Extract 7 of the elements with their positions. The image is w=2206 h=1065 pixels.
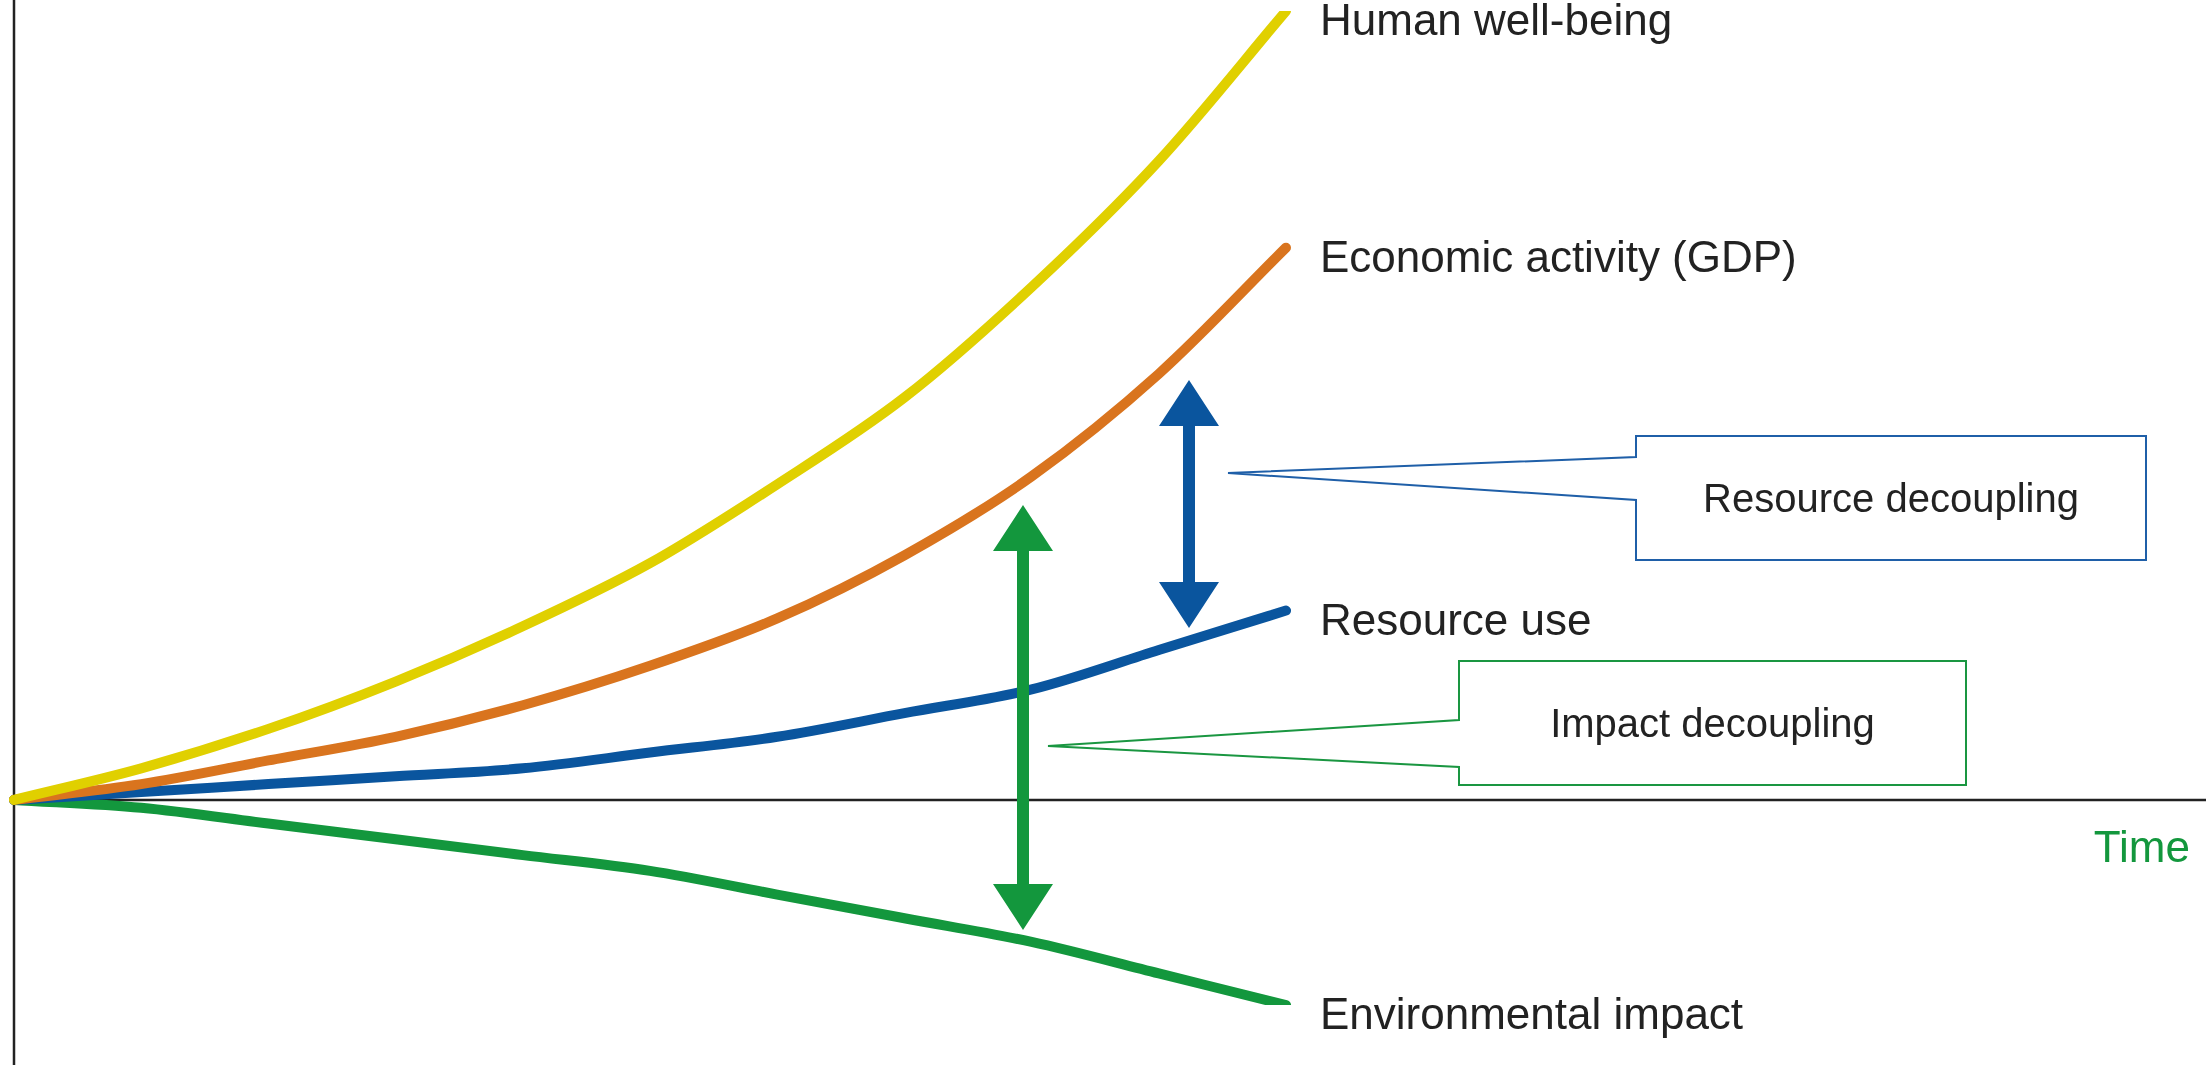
series-label: Resource use <box>1320 594 1592 644</box>
series-label: Human well-being <box>1320 0 1673 45</box>
text: Resource decoupling <box>1702 474 2080 522</box>
series-label: Environmental impact <box>1320 989 1744 1039</box>
series-label: Economic activity (GDP) <box>1320 231 1797 281</box>
text: Impact decoupling <box>1549 699 1876 747</box>
text: Time <box>2093 822 2190 872</box>
